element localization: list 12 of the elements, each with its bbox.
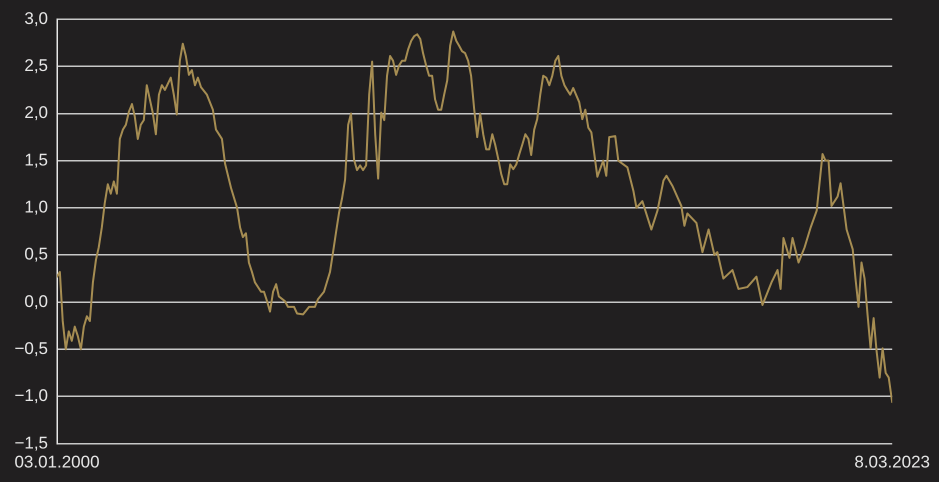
y-tick-label: 1,0 xyxy=(24,198,48,217)
x-tick-label: 03.01.2000 xyxy=(14,452,100,472)
y-tick-label: 2,0 xyxy=(24,103,48,122)
y-tick-label: 0,0 xyxy=(24,292,48,311)
y-tick-label: −0,5 xyxy=(14,338,48,358)
y-tick-label: 1,5 xyxy=(24,150,48,170)
y-tick-label: 3,0 xyxy=(24,8,48,28)
y-tick-label: −1,5 xyxy=(14,433,48,452)
y-tick-label: −1,0 xyxy=(14,386,48,406)
y-tick-label: 2,5 xyxy=(24,56,48,76)
y-tick-label: 0,5 xyxy=(24,244,48,264)
x-tick-label: 8.03.2023 xyxy=(854,452,930,472)
